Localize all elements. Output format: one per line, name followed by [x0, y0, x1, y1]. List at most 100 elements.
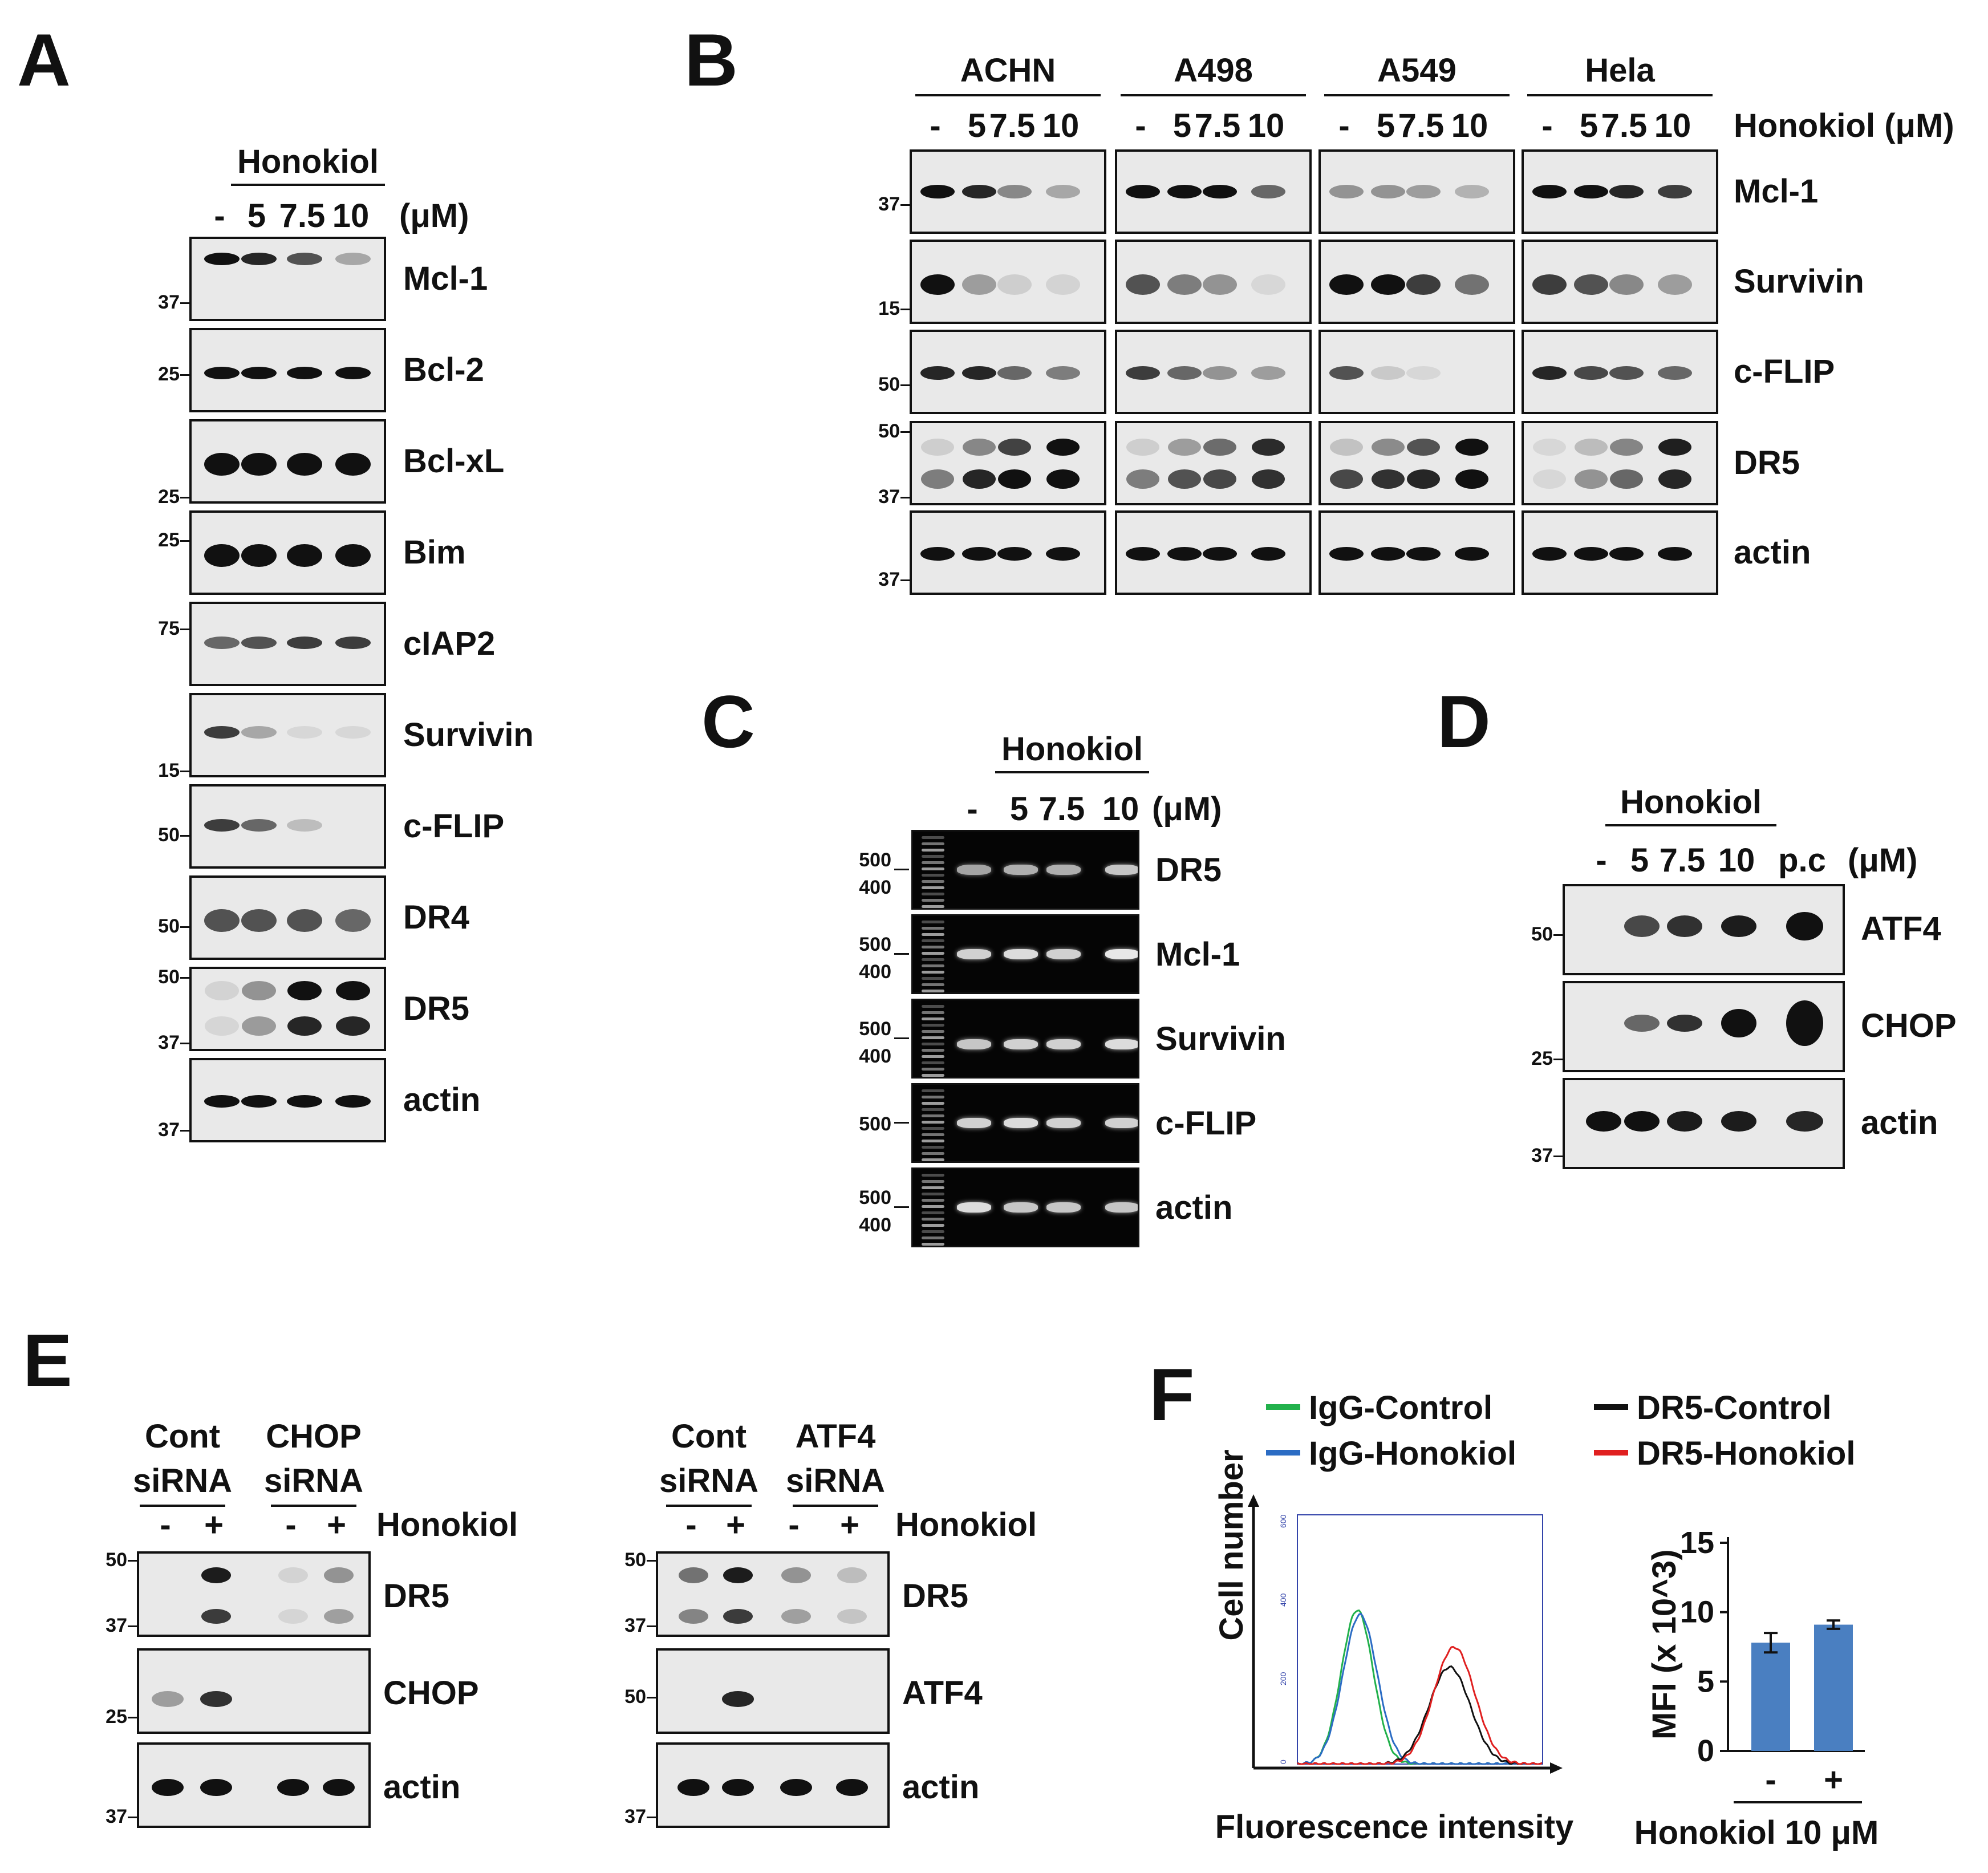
band — [287, 1095, 322, 1108]
panel-e-group-1a: Cont — [671, 1418, 747, 1455]
gel-band — [1105, 1039, 1138, 1049]
panel-b-lane: 10 — [1042, 107, 1080, 144]
band — [1574, 547, 1608, 561]
panel-b-lane: - — [930, 107, 941, 144]
band — [1168, 439, 1201, 456]
band — [1721, 1111, 1756, 1132]
panel-e-mw: 37 — [106, 1615, 127, 1636]
band — [335, 1095, 371, 1108]
panel-a-mw-tick — [180, 1043, 189, 1045]
band — [204, 544, 240, 567]
panel-a-blot-actin — [189, 1058, 386, 1142]
gel-band — [1046, 949, 1081, 959]
band — [963, 439, 996, 456]
panel-e-mw-tick — [128, 1717, 137, 1718]
panel-a-blot-ciap2 — [189, 602, 386, 686]
panel-b-blot — [1115, 240, 1312, 324]
band — [205, 1016, 239, 1036]
panel-b-mw-tick — [900, 309, 910, 311]
ladder-band — [922, 1224, 944, 1227]
band — [204, 726, 240, 739]
ladder-band — [922, 921, 944, 923]
panel-b-lane: 5 — [967, 107, 987, 144]
band — [241, 819, 277, 832]
band — [204, 637, 240, 649]
gel-band — [957, 865, 991, 875]
band — [152, 1691, 184, 1707]
panel-b-cell-achn: ACHN — [960, 52, 1056, 89]
band — [997, 366, 1032, 380]
ladder-band — [922, 952, 944, 955]
band — [1624, 1111, 1660, 1132]
bar-minus — [1751, 1643, 1790, 1751]
panel-c-mw: 400 — [859, 961, 891, 983]
band — [1251, 366, 1285, 380]
ladder-band — [922, 861, 944, 864]
panel-e-mw-tick — [647, 1560, 656, 1562]
panel-c-lane: - — [967, 790, 978, 828]
band — [1532, 185, 1567, 198]
band — [1407, 469, 1440, 489]
panel-d-mw: 37 — [1531, 1145, 1553, 1166]
panel-d-row-label: ATF4 — [1861, 910, 1941, 947]
panel-b-lane: 10 — [1451, 107, 1488, 144]
panel-b-blot — [1318, 421, 1515, 505]
ladder-band — [922, 977, 944, 980]
band — [205, 981, 239, 1000]
band — [277, 1779, 309, 1796]
panel-e-sign: - — [285, 1506, 297, 1543]
panel-e-row-label: DR5 — [902, 1578, 969, 1615]
band — [200, 1779, 232, 1796]
ladder-band — [922, 855, 944, 858]
panel-e-row-label: ATF4 — [902, 1675, 983, 1712]
gel-band — [1105, 1118, 1138, 1128]
band — [1609, 274, 1644, 295]
panel-c-label: C — [701, 680, 755, 763]
panel-a-mw-tick — [180, 540, 189, 542]
band — [998, 469, 1031, 489]
band — [1721, 915, 1756, 937]
band — [1532, 547, 1567, 561]
panel-b-row-label: DR5 — [1734, 444, 1800, 481]
band — [962, 547, 996, 561]
ladder-band — [922, 1205, 944, 1208]
panel-b-blot — [1318, 149, 1515, 234]
panel-a-blot-survivin — [189, 693, 386, 777]
panel-b-lane: 7.5 — [989, 107, 1036, 144]
panel-e-blot-dr5 — [137, 1551, 371, 1637]
panel-a-row-label: actin — [403, 1081, 481, 1118]
panel-b-lane: 10 — [1247, 107, 1285, 144]
ladder-band — [922, 1146, 944, 1149]
bar-chart-marks: - + — [1734, 1619, 1862, 1803]
panel-d-unit: (μM) — [1848, 842, 1918, 879]
ladder-band — [922, 1005, 944, 1008]
band — [1126, 185, 1160, 198]
band — [1371, 185, 1405, 198]
band — [1658, 469, 1691, 489]
panel-c-row-label: actin — [1155, 1189, 1233, 1226]
ladder-band — [922, 1152, 944, 1155]
histogram-plot-frame — [1297, 1514, 1543, 1765]
panel-a-row-label: DR5 — [403, 990, 470, 1027]
panel-e-mw: 50 — [624, 1549, 646, 1571]
band — [781, 1567, 811, 1583]
panel-b-blot — [1318, 510, 1515, 595]
band — [1667, 915, 1702, 937]
panel-b-mw: 37 — [878, 486, 900, 508]
legend-label: DR5-Honokiol — [1637, 1435, 1856, 1472]
ladder-band — [922, 1017, 944, 1020]
panel-b-cell-a498: A498 — [1174, 52, 1253, 89]
band — [1252, 469, 1285, 489]
band — [1609, 547, 1644, 561]
band — [1046, 185, 1080, 198]
panel-e-sign: + — [204, 1506, 224, 1543]
panel-e-sign: - — [788, 1506, 800, 1543]
panel-b-cell-line — [1527, 94, 1713, 96]
panel-a-lane-0: - — [214, 197, 225, 234]
panel-e-group-1b: siRNA — [659, 1462, 759, 1499]
band — [324, 1609, 354, 1624]
panel-b-mw: 37 — [878, 193, 900, 216]
panel-d-lane: - — [1596, 842, 1607, 879]
panel-b-lane: 5 — [1579, 107, 1598, 144]
band — [336, 1016, 370, 1036]
